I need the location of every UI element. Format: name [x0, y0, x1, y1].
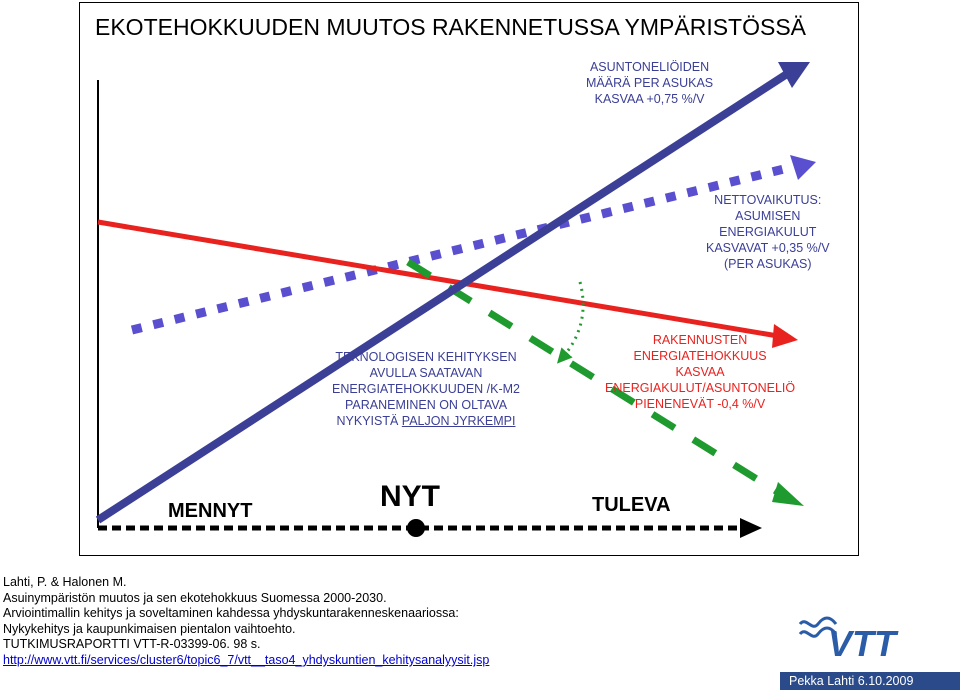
net-effect-arrowhead [790, 155, 816, 180]
apartments-label: ASUNTONELIÖIDEN MÄÄRÄ PER ASUKAS KASVAA … [586, 60, 714, 106]
timeline-now-label: NYT [380, 480, 440, 513]
technology-label: TEKNOLOGISEN KEHITYKSEN AVULLA SAATAVAN … [332, 350, 520, 428]
energy-cost-line [97, 219, 779, 339]
source-link[interactable]: http://www.vtt.fi/services/cluster6/topi… [3, 652, 490, 667]
net-effect-line [130, 161, 798, 335]
apartment-area-line [95, 68, 793, 524]
net-effect-label: NETTOVAIKUTUS: ASUMISEN ENERGIAKULUT KAS… [706, 193, 830, 271]
technology-line [406, 259, 786, 499]
emphasis-text: PALJON JYRKEMPI [401, 414, 516, 428]
timeline-past-label: MENNYT [168, 500, 253, 522]
vtt-logo: VTT [798, 616, 899, 662]
citation-line: Asuinympäristön muutos ja sen ekotehokku… [3, 590, 387, 605]
citation-block: Lahti, P. & Halonen M. Asuinympäristön m… [3, 575, 489, 669]
energy-cost-arrowhead [772, 324, 798, 348]
technology-arrowhead [772, 482, 804, 506]
footer-bar: Pekka Lahti 6.10.2009 [780, 672, 960, 690]
vtt-logo-text: VTT [828, 623, 899, 662]
citation-line: Arviointimallin kehitys ja soveltaminen … [3, 606, 459, 621]
now-marker [407, 519, 425, 537]
citation-line: Lahti, P. & Halonen M. [3, 575, 127, 589]
footer-text: Pekka Lahti 6.10.2009 [789, 674, 914, 688]
buildings-label: RAKENNUSTEN ENERGIATEHOKKUUS KASVAA ENER… [605, 333, 796, 411]
slide-title: EKOTEHOKKUUDEN MUUTOS RAKENNETUSSA YMPÄR… [95, 14, 807, 40]
apartment-area-arrowhead [778, 62, 810, 88]
improvement-curve [556, 281, 585, 364]
timeline-future-label: TULEVA [592, 494, 671, 516]
citation-line: TUTKIMUSRAPORTTI VTT-R-03399-06. 98 s. [3, 637, 261, 652]
citation-line: Nykykehitys ja kaupunkimaisen pientalon … [3, 621, 296, 636]
timeline-arrowhead [740, 518, 762, 538]
